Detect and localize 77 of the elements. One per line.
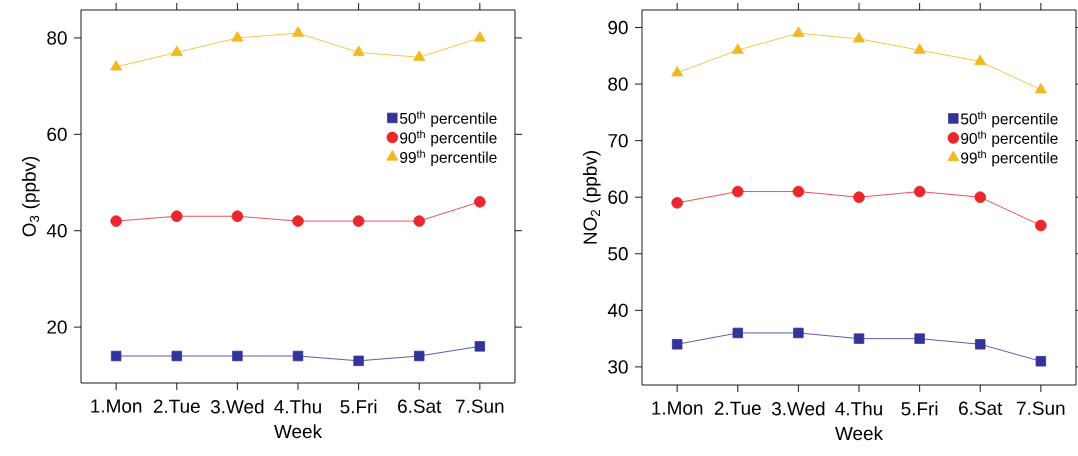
point xyxy=(671,197,683,209)
point xyxy=(292,26,304,37)
point xyxy=(1035,356,1047,367)
legend-label: 99$^{th}$ percentile xyxy=(400,149,497,166)
point xyxy=(110,60,123,71)
y-tick-label: 80 xyxy=(608,77,628,91)
y-tick-label: 60 xyxy=(608,190,628,204)
x-tick-label: 1.Mon xyxy=(91,399,142,413)
x-tick-label: 3.Wed xyxy=(771,401,825,416)
y-axis-title: O$_{3}$ (ppbv) xyxy=(21,156,40,237)
y-tick-label: 90 xyxy=(608,20,628,35)
x-tick-label: 3.Wed xyxy=(210,399,264,414)
y-tick-label: 40 xyxy=(46,224,67,238)
legend-label: 50$^{th}$ percentile xyxy=(960,111,1058,128)
point xyxy=(792,185,805,198)
x-tick-label: 6.Sat xyxy=(398,399,442,413)
x-tick-label: 7.Sun xyxy=(456,399,504,413)
legend-label: 50$^{th}$ percentile xyxy=(399,110,497,127)
point xyxy=(793,327,804,339)
point xyxy=(170,210,183,223)
point xyxy=(473,31,486,42)
x-tick-label: 5.Fri xyxy=(340,399,377,414)
x-tick-label: 5.Fri xyxy=(901,401,938,416)
point xyxy=(974,191,987,204)
point xyxy=(731,185,744,198)
x-axis-title: Week xyxy=(835,426,884,441)
point xyxy=(413,215,426,227)
point xyxy=(853,191,865,204)
x-tick-label: 7.Sun xyxy=(1017,401,1065,415)
legend-label: 90$^{th}$ percentile xyxy=(961,130,1058,147)
x-tick-label: 4.Thu xyxy=(274,399,321,414)
point xyxy=(792,26,805,37)
point xyxy=(853,333,865,344)
x-tick-label: 1.Mon xyxy=(652,401,703,415)
point xyxy=(1035,219,1047,232)
x-axis-title: Week xyxy=(274,424,323,439)
point xyxy=(171,350,182,362)
point xyxy=(974,54,987,66)
y-tick-label: 40 xyxy=(607,303,628,318)
y-axis-title: NO$_{2}$ (ppbv) xyxy=(582,151,601,244)
point xyxy=(353,355,364,367)
point xyxy=(413,50,426,61)
point xyxy=(671,339,683,350)
y-tick-label: 70 xyxy=(608,133,628,148)
point xyxy=(1034,82,1047,94)
point xyxy=(292,215,304,227)
x-tick-label: 4.Thu xyxy=(835,401,882,416)
point xyxy=(414,350,425,362)
point xyxy=(975,339,986,350)
point xyxy=(731,43,744,54)
point xyxy=(231,31,244,42)
point xyxy=(474,196,486,208)
point xyxy=(474,341,486,352)
point xyxy=(352,45,365,56)
legend-label: 99$^{th}$ percentile xyxy=(961,150,1058,167)
point xyxy=(110,350,122,362)
point xyxy=(732,327,743,339)
y-tick-label: 50 xyxy=(608,247,628,261)
point xyxy=(110,215,122,227)
x-tick-label: 6.Sat xyxy=(959,401,1003,415)
x-tick-label: 2.Tue xyxy=(714,401,761,415)
legend-label: 90$^{th}$ percentile xyxy=(400,130,497,147)
y-tick-label: 60 xyxy=(47,127,67,142)
point xyxy=(671,65,684,77)
point xyxy=(352,215,365,227)
y-tick-label: 30 xyxy=(608,360,628,374)
point xyxy=(913,185,926,198)
x-tick-label: 2.Tue xyxy=(153,399,200,413)
y-tick-label: 80 xyxy=(47,31,67,45)
y-tick-label: 20 xyxy=(47,320,67,334)
point xyxy=(232,350,243,362)
point xyxy=(170,45,183,56)
point xyxy=(914,333,925,344)
point xyxy=(853,32,865,43)
point xyxy=(231,210,244,223)
point xyxy=(292,350,304,362)
point xyxy=(913,43,926,54)
